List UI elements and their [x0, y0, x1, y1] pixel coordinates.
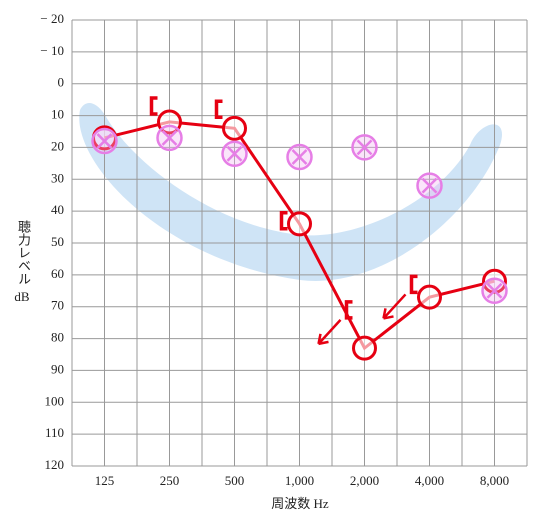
y-tick-label: 50 — [51, 234, 64, 249]
y-axis-unit: dB — [14, 289, 30, 304]
y-tick-label: 0 — [58, 75, 65, 90]
bone-marker — [409, 274, 418, 295]
x-tick-label: 125 — [95, 473, 115, 488]
y-axis-label: 聴力レベル — [16, 220, 31, 285]
no-response-arrow — [317, 319, 342, 346]
right-ear-marker — [287, 211, 312, 237]
left-ear-marker — [91, 127, 118, 155]
x-tick-label: 8,000 — [480, 473, 509, 488]
left-ear-marker — [351, 134, 378, 161]
y-tick-label: 110 — [45, 425, 64, 440]
marker-x — [421, 177, 438, 194]
x-tick-label: 1,000 — [285, 473, 314, 488]
x-axis-label: 周波数 Hz — [271, 496, 329, 511]
marker-x — [161, 129, 178, 146]
y-tick-label: 10 — [51, 107, 64, 122]
y-tick-label: − 10 — [40, 43, 64, 58]
marker-x — [96, 133, 113, 149]
right-ear-marker — [222, 115, 247, 141]
x-tick-label: 4,000 — [415, 473, 444, 488]
left-ear-marker — [416, 172, 443, 199]
x-tick-label: 500 — [225, 473, 245, 488]
bone-marker — [214, 99, 223, 119]
y-tick-label: 60 — [51, 266, 64, 281]
y-tick-label: 90 — [51, 361, 64, 376]
y-tick-label: 20 — [51, 138, 64, 153]
marker-x — [291, 149, 308, 165]
y-tick-label: 80 — [51, 330, 64, 345]
y-tick-label: − 20 — [40, 11, 64, 26]
left-ear-marker — [286, 143, 313, 171]
y-tick-label: 70 — [51, 298, 64, 313]
y-tick-label: 40 — [51, 202, 64, 217]
marker-x — [226, 145, 243, 162]
y-tick-label: 30 — [51, 170, 64, 185]
speech-banana — [79, 103, 503, 281]
marker-x — [486, 282, 503, 299]
left-ear-marker — [221, 140, 248, 168]
left-ear-marker — [481, 277, 508, 305]
right-ear-marker — [352, 335, 377, 361]
marker-x — [356, 139, 373, 156]
x-tick-label: 2,000 — [350, 473, 379, 488]
x-tick-label: 250 — [160, 473, 180, 488]
bone-marker — [344, 300, 353, 320]
bone-marker — [279, 210, 288, 231]
left-ear-marker — [156, 124, 183, 152]
right-ear-marker — [417, 284, 442, 310]
y-tick-label: 100 — [45, 393, 65, 408]
bone-marker — [149, 96, 158, 116]
y-tick-label: 120 — [45, 457, 65, 472]
no-response-arrow — [382, 293, 407, 320]
